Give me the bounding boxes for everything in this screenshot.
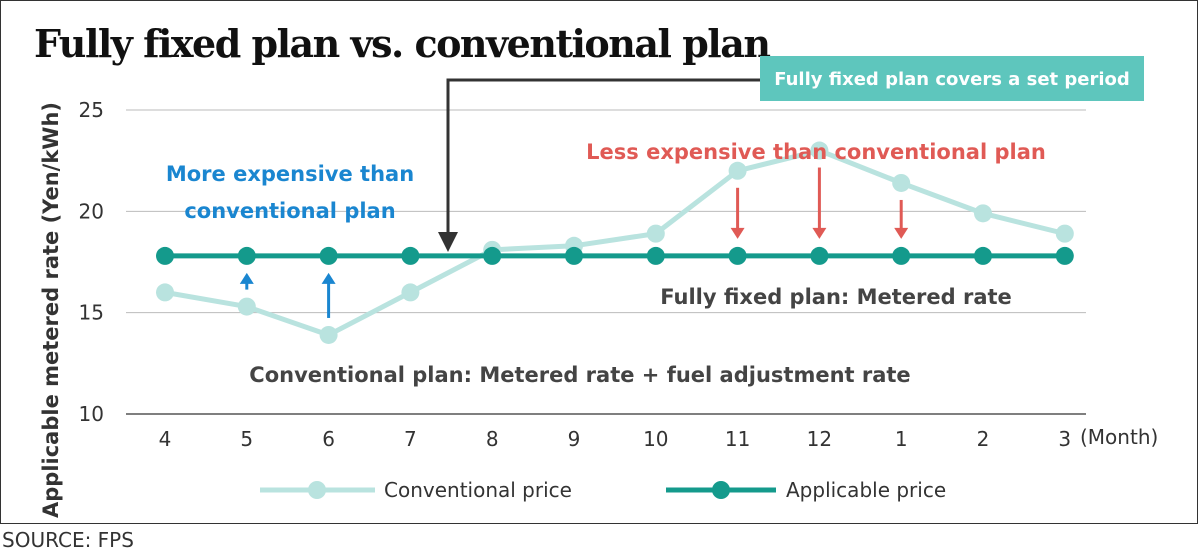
x-axis-unit-label: (Month) (1080, 425, 1158, 449)
legend-item-applicable: Applicable price (666, 478, 946, 502)
y-tick-label: 20 (79, 199, 104, 223)
up-arrow (239, 272, 254, 290)
data-point (646, 224, 665, 243)
callout-arrowhead (438, 232, 458, 252)
series-layer (156, 141, 1074, 344)
legend-marker-applicable (712, 481, 730, 499)
data-point (892, 173, 911, 192)
legend: Conventional price Applicable price (260, 478, 946, 502)
data-point (319, 325, 338, 344)
down-arrow-head (730, 227, 745, 239)
x-tick-label: 3 (1058, 427, 1071, 451)
x-tick-label: 8 (486, 427, 499, 451)
data-point (237, 297, 256, 316)
x-tick-label: 6 (322, 427, 335, 451)
data-point (156, 246, 174, 265)
less-expensive-label: Less expensive than conventional plan (586, 140, 1046, 164)
fixed-plan-label: Fully fixed plan: Metered rate (660, 285, 1012, 309)
data-point (1055, 224, 1074, 243)
data-point (1055, 246, 1074, 265)
data-point (974, 204, 992, 223)
data-point (565, 246, 583, 265)
data-point (892, 246, 911, 265)
down-arrow-head (894, 227, 909, 239)
source-note: SOURCE: FPS (2, 528, 134, 552)
up-arrow (321, 272, 336, 318)
down-arrow-head (812, 227, 827, 239)
data-point (728, 161, 747, 180)
down-arrow (730, 187, 745, 239)
more-expensive-label-line1: More expensive than (166, 162, 414, 186)
x-tick-label: 2 (977, 427, 990, 451)
data-point (237, 246, 256, 265)
conventional-plan-label: Conventional plan: Metered rate + fuel a… (249, 363, 910, 387)
series-line (164, 148, 1066, 338)
legend-item-conventional: Conventional price (260, 478, 572, 502)
y-axis-label: Applicable metered rate (Yen/kWh) (39, 102, 63, 518)
down-arrow (812, 167, 827, 239)
legend-label-applicable: Applicable price (786, 478, 946, 502)
x-tick-label: 9 (568, 427, 581, 451)
x-tick-label: 1 (895, 427, 908, 451)
data-point (810, 246, 829, 265)
data-point (728, 246, 747, 265)
callout-arrow-line (446, 78, 760, 236)
legend-label-conventional: Conventional price (384, 478, 572, 502)
data-point (810, 141, 829, 160)
more-expensive-label-line2: conventional plan (184, 199, 395, 223)
y-tick-label: 25 (79, 98, 104, 122)
difference-arrows (239, 167, 909, 318)
data-point (483, 246, 502, 265)
up-arrow-head (239, 272, 254, 284)
callout-box (760, 56, 1144, 101)
y-tick-labels: 10 15 20 25 (79, 98, 104, 426)
callout-label: Fully fixed plan covers a set period (774, 69, 1130, 90)
down-arrow (894, 199, 909, 239)
x-tick-label: 4 (159, 427, 172, 451)
grid-layer (126, 109, 1086, 415)
x-tick-label: 10 (643, 427, 668, 451)
x-tick-labels: 4 5 6 7 8 9 10 11 12 1 2 3 (159, 427, 1072, 451)
x-tick-label: 12 (807, 427, 832, 451)
x-tick-label: 11 (725, 427, 750, 451)
y-tick-label: 15 (79, 301, 104, 325)
up-arrow-head (321, 272, 336, 284)
chart-title: Fully fixed plan vs. conventional plan (34, 21, 770, 66)
data-point (156, 283, 174, 302)
y-tick-label: 10 (79, 402, 104, 426)
callout: Fully fixed plan covers a set period (438, 56, 1144, 252)
legend-marker-conventional (308, 481, 326, 499)
series-applicable (156, 246, 1074, 265)
x-tick-label: 5 (240, 427, 253, 451)
data-point (401, 246, 420, 265)
data-point (401, 283, 420, 302)
x-tick-label: 7 (404, 427, 417, 451)
data-point (646, 246, 665, 265)
data-point (974, 246, 992, 265)
data-point (319, 246, 338, 265)
